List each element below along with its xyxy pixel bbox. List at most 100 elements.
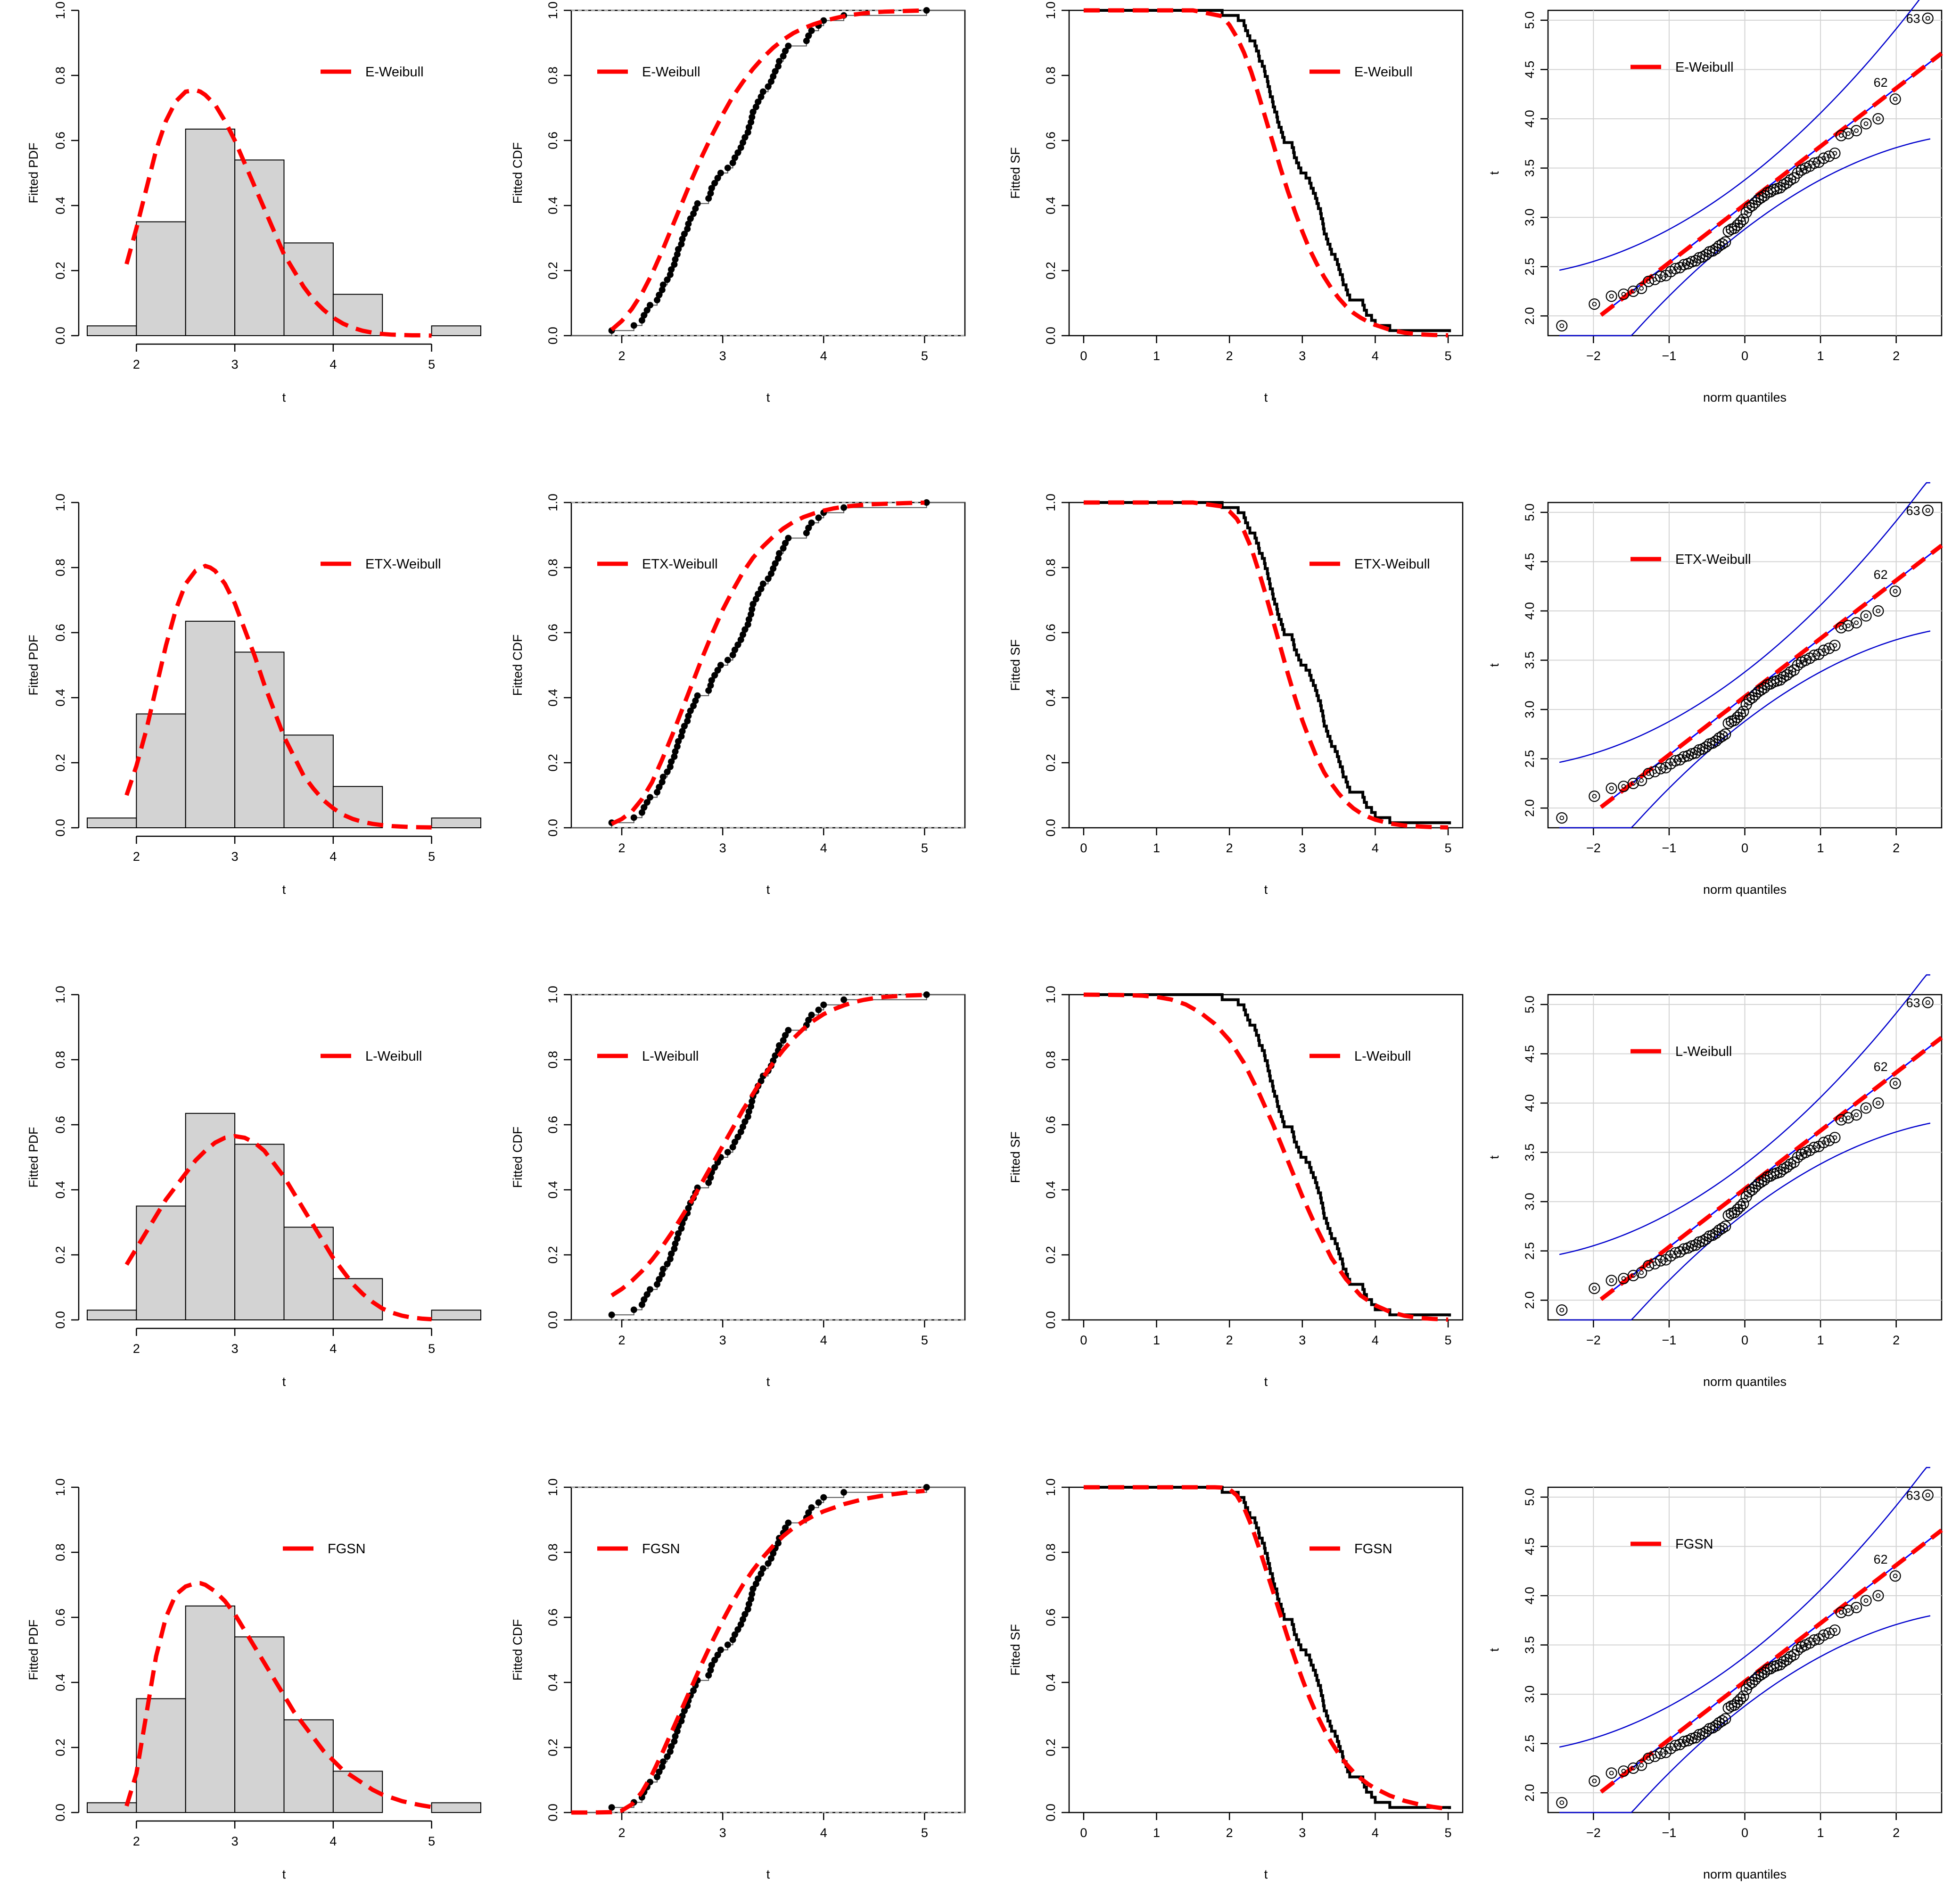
ecdf-point (744, 621, 751, 628)
ecdf-point (711, 1164, 718, 1171)
ecdf-point (659, 1763, 666, 1770)
ecdf-point (667, 1255, 674, 1262)
x-axis-label: t (766, 1375, 770, 1389)
qq-point (1752, 1671, 1764, 1682)
legend-label: ETX-Weibull (1354, 557, 1430, 572)
qq-point (1678, 259, 1690, 271)
y-tick-label: 0.6 (53, 1116, 67, 1134)
x-tick-label: 5 (1445, 1826, 1452, 1840)
y-tick-label: 0.8 (53, 1051, 67, 1069)
x-tick-label: 2 (618, 1826, 626, 1840)
ecdf-point (679, 1713, 686, 1720)
qq-point-core (1876, 116, 1881, 121)
x-tick-label: −1 (1662, 349, 1677, 363)
qq-point (1655, 1255, 1666, 1267)
qq-point (1734, 1693, 1746, 1705)
empirical-cdf-step (571, 994, 965, 1320)
qq-point (1829, 148, 1841, 159)
qq-point (1738, 1690, 1749, 1702)
qq-point (1636, 1759, 1647, 1771)
confidence-band-upper (1559, 1467, 1930, 1748)
qq-point-core (1778, 185, 1783, 190)
y-tick-label: 2.5 (1523, 258, 1537, 276)
y-tick-label: 0.4 (546, 197, 560, 214)
point-label: 62 (1874, 1060, 1888, 1074)
ecdf-point (840, 504, 848, 511)
ecdf-point (675, 1230, 682, 1237)
panel-ecdf-etx-weibull: 2 3 4 5 0.0 0.2 0.4 0.6 0.8 1.0 t Fitted CDF ETX-Wei… (511, 494, 966, 897)
qq-point (1808, 1141, 1820, 1154)
qq-point-core (1778, 677, 1783, 683)
ecdf-point (681, 1707, 688, 1714)
ecdf-point (694, 692, 701, 699)
x-axis-label: norm quantiles (1703, 390, 1787, 404)
qq-point-core (1741, 709, 1746, 714)
ecdf-point (741, 1118, 749, 1125)
point-label: 63 (1906, 12, 1920, 26)
histogram-bar (283, 1719, 334, 1813)
confidence-band-lower (1559, 1615, 1931, 1813)
qq-point-core (1845, 623, 1851, 628)
ecdf-point (705, 687, 712, 694)
ecdf-point (672, 256, 679, 263)
qq-point-core (1609, 786, 1614, 791)
ecdf-point (749, 1585, 757, 1592)
qq-point (1889, 1570, 1901, 1582)
ecdf-point (734, 149, 741, 156)
ecdf-point (714, 1651, 721, 1658)
qq-point-core (1795, 663, 1800, 667)
fitted-curve (610, 500, 925, 826)
ecdf-point (681, 723, 688, 730)
ecdf-point (840, 996, 848, 1003)
qq-point-core (1723, 1716, 1728, 1722)
y-tick-label: 0.4 (53, 1673, 67, 1691)
y-tick-label: 0.6 (53, 132, 67, 149)
ecdf-point (749, 601, 757, 608)
ecdf-point (692, 205, 699, 212)
y-tick-label: 1.0 (546, 494, 560, 511)
qq-point-core (1854, 128, 1859, 133)
legend-label: L-Weibull (1675, 1044, 1732, 1059)
x-tick-label: 3 (719, 1333, 726, 1347)
qq-point (1842, 620, 1854, 632)
ecdf-point (711, 180, 718, 187)
qq-point (1752, 686, 1764, 698)
y-tick-label: 0.8 (53, 66, 67, 84)
y-tick-label: 0.6 (1044, 132, 1058, 149)
x-tick-label: 3 (231, 849, 239, 864)
x-axis-label: norm quantiles (1703, 1867, 1787, 1881)
ecdf-point (671, 261, 678, 268)
y-axis-label: Fitted CDF (511, 142, 525, 204)
qq-point (1823, 643, 1835, 654)
x-tick-label: 4 (329, 357, 337, 371)
ecdf-point (749, 114, 756, 121)
y-tick-label: 0.8 (53, 559, 67, 577)
x-axis-label: t (282, 1375, 286, 1389)
histogram-bar (185, 128, 236, 336)
histogram-bar (136, 1205, 186, 1320)
qq-point-core (1863, 1598, 1869, 1603)
x-tick-label: 2 (618, 1333, 626, 1347)
ecdf-point (752, 1580, 759, 1587)
qq-point (1690, 1239, 1702, 1251)
confidence-band-upper (1559, 0, 1920, 271)
legend-label: FGSN (328, 1541, 366, 1557)
ecdf-point (647, 794, 653, 801)
x-axis-label: t (1264, 1867, 1268, 1881)
x-tick-label: 2 (133, 357, 140, 371)
qq-point (1842, 128, 1854, 140)
qq-point (1835, 130, 1847, 141)
plot-frame (570, 9, 966, 337)
y-tick-label: 3.0 (1523, 700, 1537, 718)
ecdf-point (772, 68, 779, 75)
ecdf-point (705, 1672, 712, 1679)
ecdf-point (664, 768, 671, 775)
x-tick-label: 5 (428, 849, 435, 864)
ecdf-point (678, 240, 685, 247)
qq-point (1690, 1731, 1702, 1744)
qq-point-core (1795, 1648, 1800, 1652)
y-tick-label: 0.8 (1044, 66, 1058, 84)
qq-point-core (1832, 151, 1837, 156)
qq-point (1627, 285, 1639, 297)
y-tick-label: 3.5 (1523, 1636, 1537, 1654)
